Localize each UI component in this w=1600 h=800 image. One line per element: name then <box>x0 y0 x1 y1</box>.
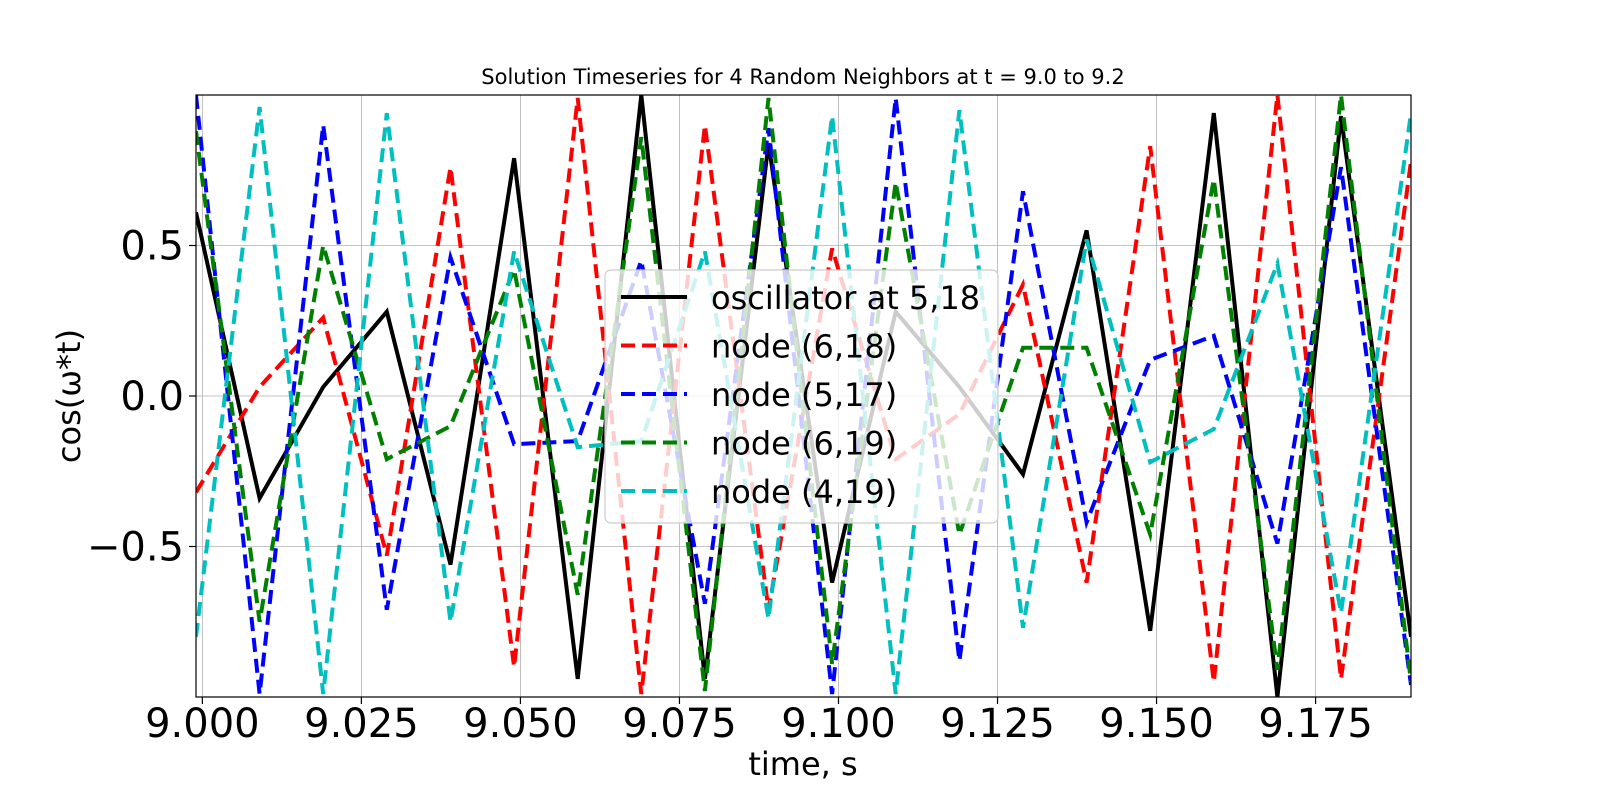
legend-label: node (6,19) <box>711 425 897 463</box>
legend-box <box>604 269 999 524</box>
y-tick-label: −0.5 <box>87 525 184 571</box>
x-axis-label: time, s <box>748 745 857 783</box>
y-ticks: 0.5 0.0 −0.5 <box>87 224 196 571</box>
x-ticks: 9.000 9.025 9.050 9.075 9.100 9.125 9.150 9.175 <box>145 697 1373 747</box>
x-tick-label: 9.000 <box>145 701 260 747</box>
legend-label: node (4,19) <box>711 473 897 511</box>
x-tick-label: 9.075 <box>622 701 737 747</box>
chart-title: Solution Timeseries for 4 Random Neighbo… <box>481 65 1124 89</box>
y-tick-label: 0.5 <box>120 224 184 270</box>
series-line-2 <box>196 95 1411 695</box>
legend-label: node (6,18) <box>711 328 897 366</box>
series-line-4 <box>196 106 1411 695</box>
x-tick-label: 9.125 <box>940 701 1055 747</box>
series-line-1 <box>196 95 1411 695</box>
legend-label: node (5,17) <box>711 376 897 414</box>
y-tick-label: 0.0 <box>120 374 184 420</box>
x-tick-label: 9.050 <box>463 701 578 747</box>
x-tick-label: 9.025 <box>304 701 419 747</box>
x-tick-label: 9.175 <box>1258 701 1373 747</box>
y-axis-label: cos(ω*t) <box>50 329 88 463</box>
x-tick-label: 9.100 <box>781 701 896 747</box>
x-tick-label: 9.150 <box>1099 701 1214 747</box>
legend: oscillator at 5,18 node (6,18) node (5,17)… <box>604 269 999 524</box>
legend-label: oscillator at 5,18 <box>711 279 980 317</box>
